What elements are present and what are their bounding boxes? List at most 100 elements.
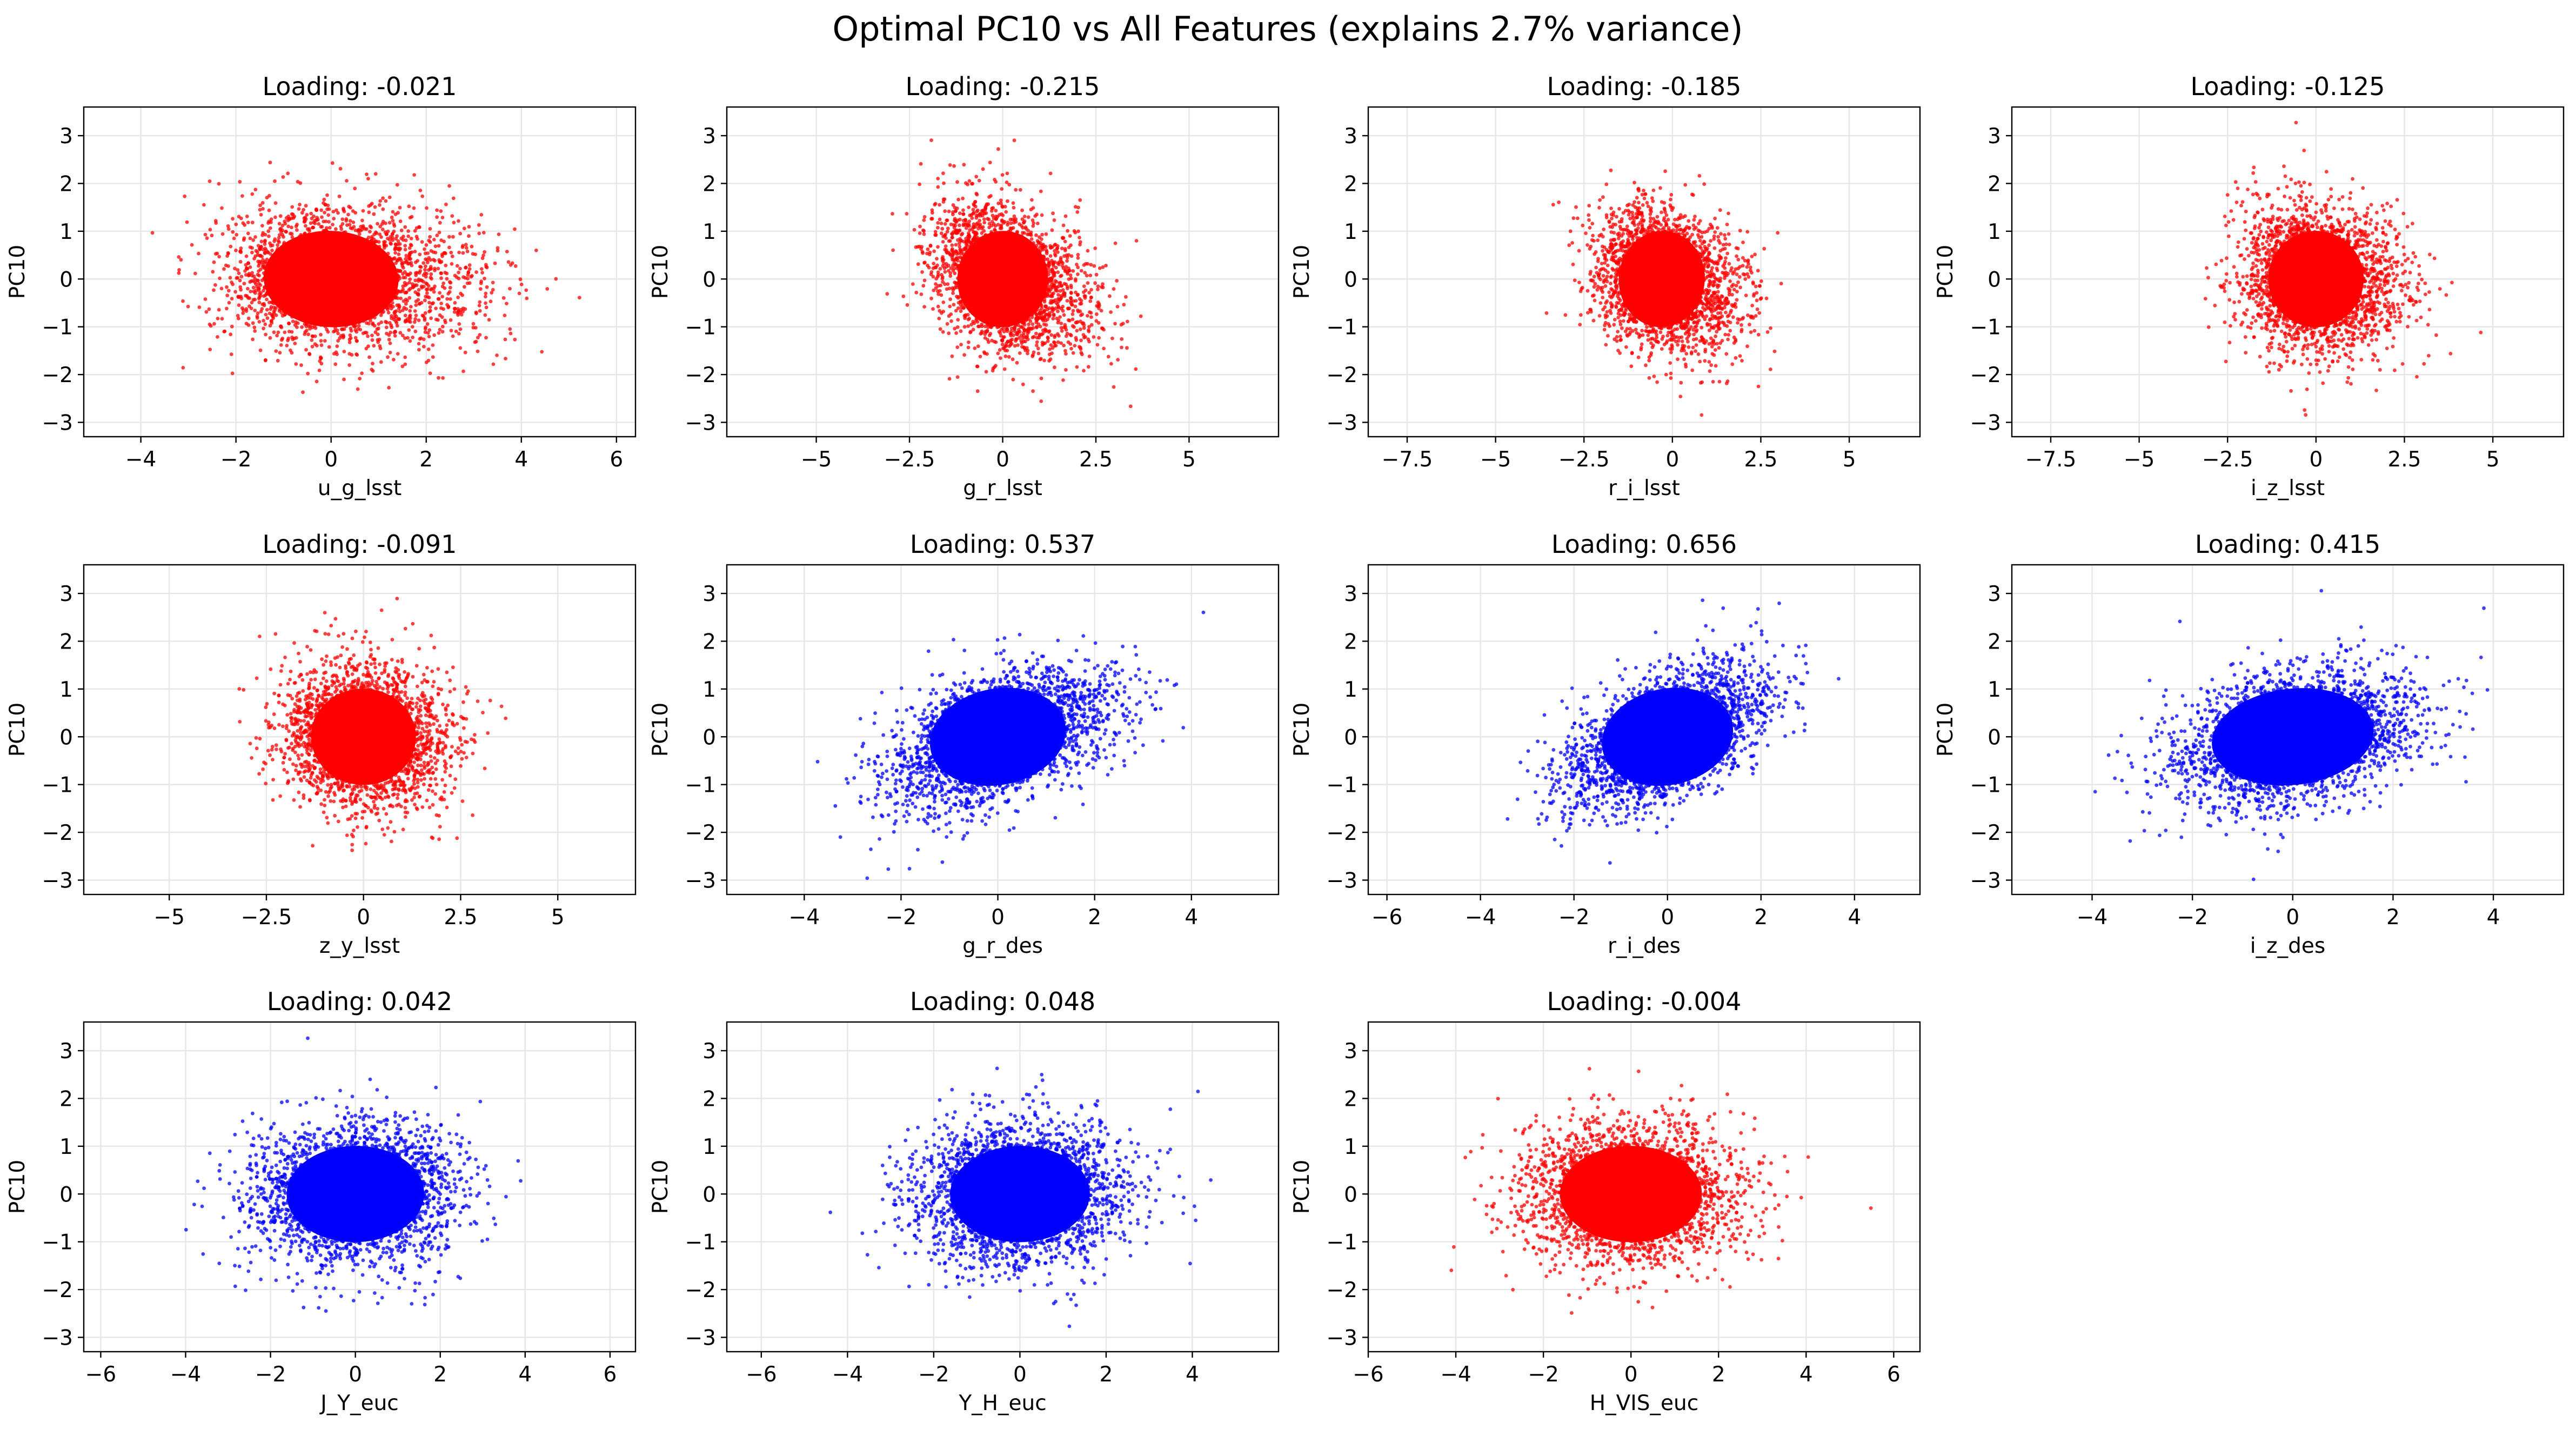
scatter-point bbox=[504, 357, 507, 360]
scatter-point bbox=[1040, 213, 1044, 217]
scatter-point bbox=[1036, 351, 1041, 356]
scatter-point bbox=[455, 264, 459, 268]
scatter-point bbox=[246, 273, 251, 278]
scatter-point bbox=[997, 330, 1001, 334]
scatter-point bbox=[413, 309, 417, 313]
scatter-point bbox=[366, 334, 370, 338]
scatter-point bbox=[1018, 222, 1021, 226]
scatter-point bbox=[1078, 302, 1082, 306]
scatter-point bbox=[508, 331, 513, 336]
scatter-point bbox=[961, 208, 965, 212]
scatter-point bbox=[444, 320, 447, 325]
scatter-point bbox=[218, 276, 222, 280]
scatter-point bbox=[1126, 319, 1129, 324]
scatter-point bbox=[294, 224, 298, 229]
scatter-point bbox=[220, 206, 224, 210]
scatter-point bbox=[454, 329, 458, 333]
scatter-point bbox=[428, 235, 432, 239]
scatter-point bbox=[379, 320, 384, 324]
scatter-point bbox=[501, 296, 506, 300]
scatter-point bbox=[495, 353, 499, 357]
scatter-point bbox=[1056, 340, 1060, 344]
scatter-point bbox=[262, 289, 265, 293]
scatter-point bbox=[251, 337, 255, 342]
scatter-point bbox=[345, 179, 349, 183]
scatter-point bbox=[413, 250, 417, 253]
scatter-point bbox=[1112, 287, 1116, 291]
scatter-point bbox=[441, 281, 446, 285]
scatter-point bbox=[275, 333, 279, 338]
scatter-point bbox=[447, 184, 451, 188]
scatter-point bbox=[484, 301, 487, 305]
scatter-point bbox=[930, 208, 934, 212]
scatter-point bbox=[407, 204, 411, 209]
scatter-point bbox=[1029, 237, 1034, 241]
scatter-point bbox=[938, 217, 942, 222]
scatter-point bbox=[1049, 333, 1054, 337]
scatter-point bbox=[936, 304, 940, 309]
scatter-point bbox=[1082, 326, 1086, 330]
scatter-point bbox=[461, 275, 465, 279]
scatter-point bbox=[430, 302, 434, 306]
scatter-point bbox=[412, 173, 416, 177]
scatter-point bbox=[336, 211, 340, 215]
scatter-point bbox=[393, 329, 397, 333]
scatter-point bbox=[456, 313, 460, 317]
scatter-point bbox=[1040, 306, 1044, 310]
scatter-point bbox=[186, 304, 190, 309]
scatter-point bbox=[463, 307, 467, 311]
scatter-point bbox=[1108, 294, 1112, 298]
scatter-point bbox=[350, 226, 354, 231]
scatter-point bbox=[1055, 332, 1060, 336]
scatter-point bbox=[403, 355, 407, 359]
scatter-point bbox=[518, 277, 523, 282]
scatter-point bbox=[295, 228, 299, 232]
scatter-point bbox=[967, 205, 971, 209]
scatter-point bbox=[397, 252, 401, 256]
scatter-point bbox=[260, 307, 264, 311]
scatter-point bbox=[508, 286, 512, 291]
scatter-point bbox=[423, 327, 427, 331]
scatter-point bbox=[464, 243, 468, 246]
scatter-point bbox=[255, 314, 259, 318]
scatter-point bbox=[954, 331, 958, 335]
scatter-point bbox=[975, 364, 979, 369]
scatter-point bbox=[210, 233, 214, 238]
scatter-point bbox=[272, 305, 276, 310]
scatter-point bbox=[934, 277, 939, 281]
scatter-point bbox=[921, 284, 926, 288]
scatter-point bbox=[450, 214, 454, 218]
x-tick-label: 4 bbox=[514, 448, 528, 472]
scatter-point bbox=[406, 234, 410, 238]
scatter-point bbox=[395, 234, 399, 238]
scatter-point bbox=[371, 362, 374, 366]
scatter-point bbox=[349, 336, 353, 340]
scatter-point bbox=[1054, 265, 1058, 270]
scatter-point bbox=[256, 311, 260, 315]
scatter-point bbox=[239, 275, 244, 279]
scatter-point bbox=[1094, 272, 1099, 277]
scatter-point bbox=[965, 243, 969, 248]
scatter-point bbox=[335, 344, 339, 348]
scatter-point bbox=[272, 330, 276, 335]
scatter-point bbox=[197, 251, 200, 256]
scatter-point bbox=[429, 288, 433, 292]
scatter-point bbox=[978, 218, 981, 223]
scatter-point bbox=[270, 249, 274, 252]
scatter-point bbox=[388, 350, 392, 355]
scatter-point bbox=[1053, 243, 1056, 247]
scatter-point bbox=[456, 295, 460, 299]
scatter-point bbox=[918, 224, 922, 229]
scatter-point bbox=[1065, 299, 1069, 303]
scatter-point bbox=[437, 230, 441, 235]
scatter-point bbox=[402, 261, 406, 265]
scatter-point bbox=[458, 266, 462, 271]
scatter-point bbox=[436, 266, 440, 271]
scatter-point bbox=[185, 220, 189, 224]
scatter-point bbox=[418, 337, 422, 341]
scatter-point bbox=[1040, 343, 1045, 347]
scatter-point bbox=[993, 178, 996, 182]
scatter-point bbox=[967, 340, 971, 344]
scatter-point bbox=[951, 236, 954, 239]
scatter-point bbox=[387, 221, 392, 225]
